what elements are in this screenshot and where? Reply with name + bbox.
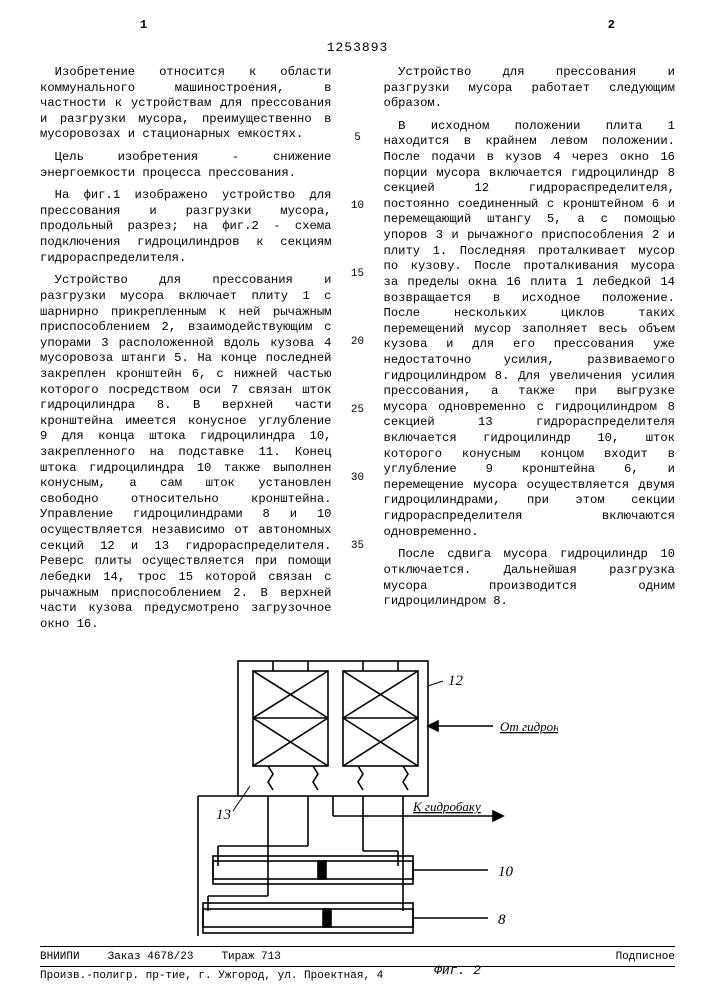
text-columns: Изобретение относится к области коммунал… [40,65,675,639]
label-12: 12 [448,673,464,689]
page-number-right: 2 [608,18,615,32]
para: Устройство для прессования и разгрузки м… [384,65,676,112]
para: На фиг.1 изображено устройство для пресс… [40,188,332,266]
label-to-tank: К гидробаку [412,799,481,814]
line-marker: 30 [350,471,366,485]
line-marker: 5 [350,131,366,145]
line-marker: 35 [350,539,366,553]
right-column: Устройство для прессования и разгрузки м… [384,65,676,639]
hydraulic-schematic: 12 13 От гидронасоса К гидробаку 10 8 [158,651,558,961]
para: Устройство для прессования и разгрузки м… [40,273,332,632]
footer-address: Произв.-полигр. пр-тие, г. Ужгород, ул. … [40,966,675,982]
para: После сдвига мусора гидроцилиндр 10 откл… [384,547,676,609]
figure-2: 12 13 От гидронасоса К гидробаку 10 8 Фи… [40,651,675,978]
label-8: 8 [498,912,506,928]
page-number-left: 1 [140,18,147,32]
document-number: 1253893 [40,40,675,55]
imprint-footer: ВНИИПИ Заказ 4678/23 Тираж 713 Подписное… [40,946,675,982]
footer-org: ВНИИПИ [40,951,80,963]
label-10: 10 [498,864,514,880]
line-number-gutter: 5 10 15 20 25 30 35 [350,65,366,639]
page-header: 1 2 [40,18,675,32]
line-marker: 20 [350,335,366,349]
label-from-pump: От гидронасоса [500,719,558,734]
footer-tirazh: Тираж 713 [221,951,280,963]
footer-sub: Подписное [616,951,675,963]
line-marker: 10 [350,199,366,213]
para: В исходном положении плита 1 находится в… [384,119,676,540]
para: Изобретение относится к области коммунал… [40,65,332,143]
left-column: Изобретение относится к области коммунал… [40,65,332,639]
footer-order: Заказ 4678/23 [108,951,194,963]
label-13: 13 [216,807,231,823]
line-marker: 25 [350,403,366,417]
para: Цель изобретения - снижение энергоемкост… [40,150,332,181]
line-marker: 15 [350,267,366,281]
